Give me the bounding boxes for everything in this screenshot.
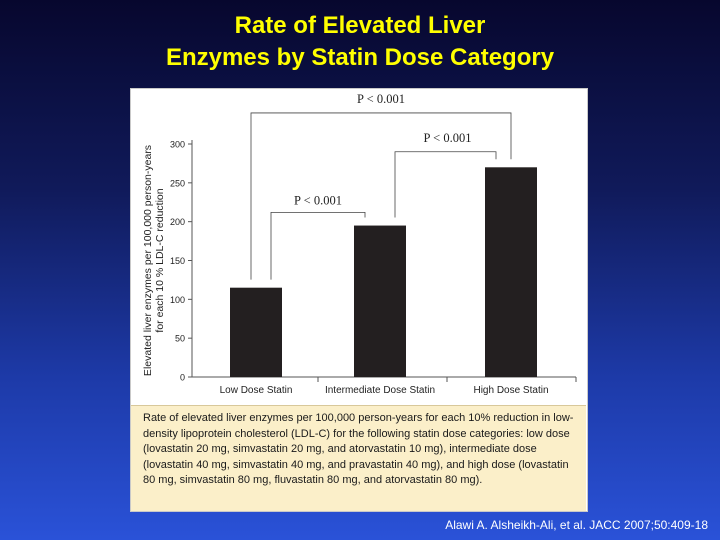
- significance-bracket: [250, 112, 512, 280]
- y-tick-label: 100: [170, 295, 185, 305]
- p-value-label: P < 0.001: [424, 131, 472, 145]
- y-tick-label: 300: [170, 140, 185, 150]
- title-line-2: Enzymes by Statin Dose Category: [165, 44, 555, 71]
- y-tick-label: 150: [170, 256, 185, 266]
- chart-bars: Low Dose Statin Intermediate Dose Statin H…: [220, 167, 549, 396]
- chart-annotations: P < 0.001 P < 0.001 P < 0.001: [250, 92, 512, 280]
- bar: [230, 287, 282, 377]
- bar-chart: 0 50 100 150 200 250 300 Low Dose Statin Interm…: [142, 92, 577, 396]
- x-tick-label: Intermediate Dose Statin: [325, 385, 435, 396]
- slide-title: Rate of Elevated Liver Enzymes by Statin…: [0, 10, 720, 74]
- y-tick-label: 50: [175, 334, 185, 344]
- bar: [354, 225, 406, 377]
- significance-bracket: [270, 211, 366, 280]
- title-line-1: Rate of Elevated Liver: [234, 12, 486, 39]
- y-axis-label-line-1: Elevated liver enzymes per 100,000 perso…: [142, 145, 154, 376]
- x-tick-label: Low Dose Statin: [220, 385, 293, 396]
- citation: Alawi A. Alsheikh-Ali, et al. JACC 2007;…: [445, 518, 708, 532]
- figure-caption: Rate of elevated liver enzymes per 100,0…: [131, 405, 586, 511]
- significance-bracket: [394, 151, 497, 218]
- p-value-label: P < 0.001: [357, 92, 405, 106]
- x-tick-label: High Dose Statin: [473, 385, 548, 396]
- p-value-label: P < 0.001: [294, 193, 342, 207]
- y-tick-label: 200: [170, 217, 185, 227]
- y-tick-label: 0: [180, 373, 185, 383]
- caption-text: Rate of elevated liver enzymes per 100,0…: [143, 412, 574, 486]
- y-axis-label-line-2: for each 10 % LDL-C reduction: [154, 188, 166, 332]
- y-tick-label: 250: [170, 178, 185, 188]
- bar: [485, 167, 537, 377]
